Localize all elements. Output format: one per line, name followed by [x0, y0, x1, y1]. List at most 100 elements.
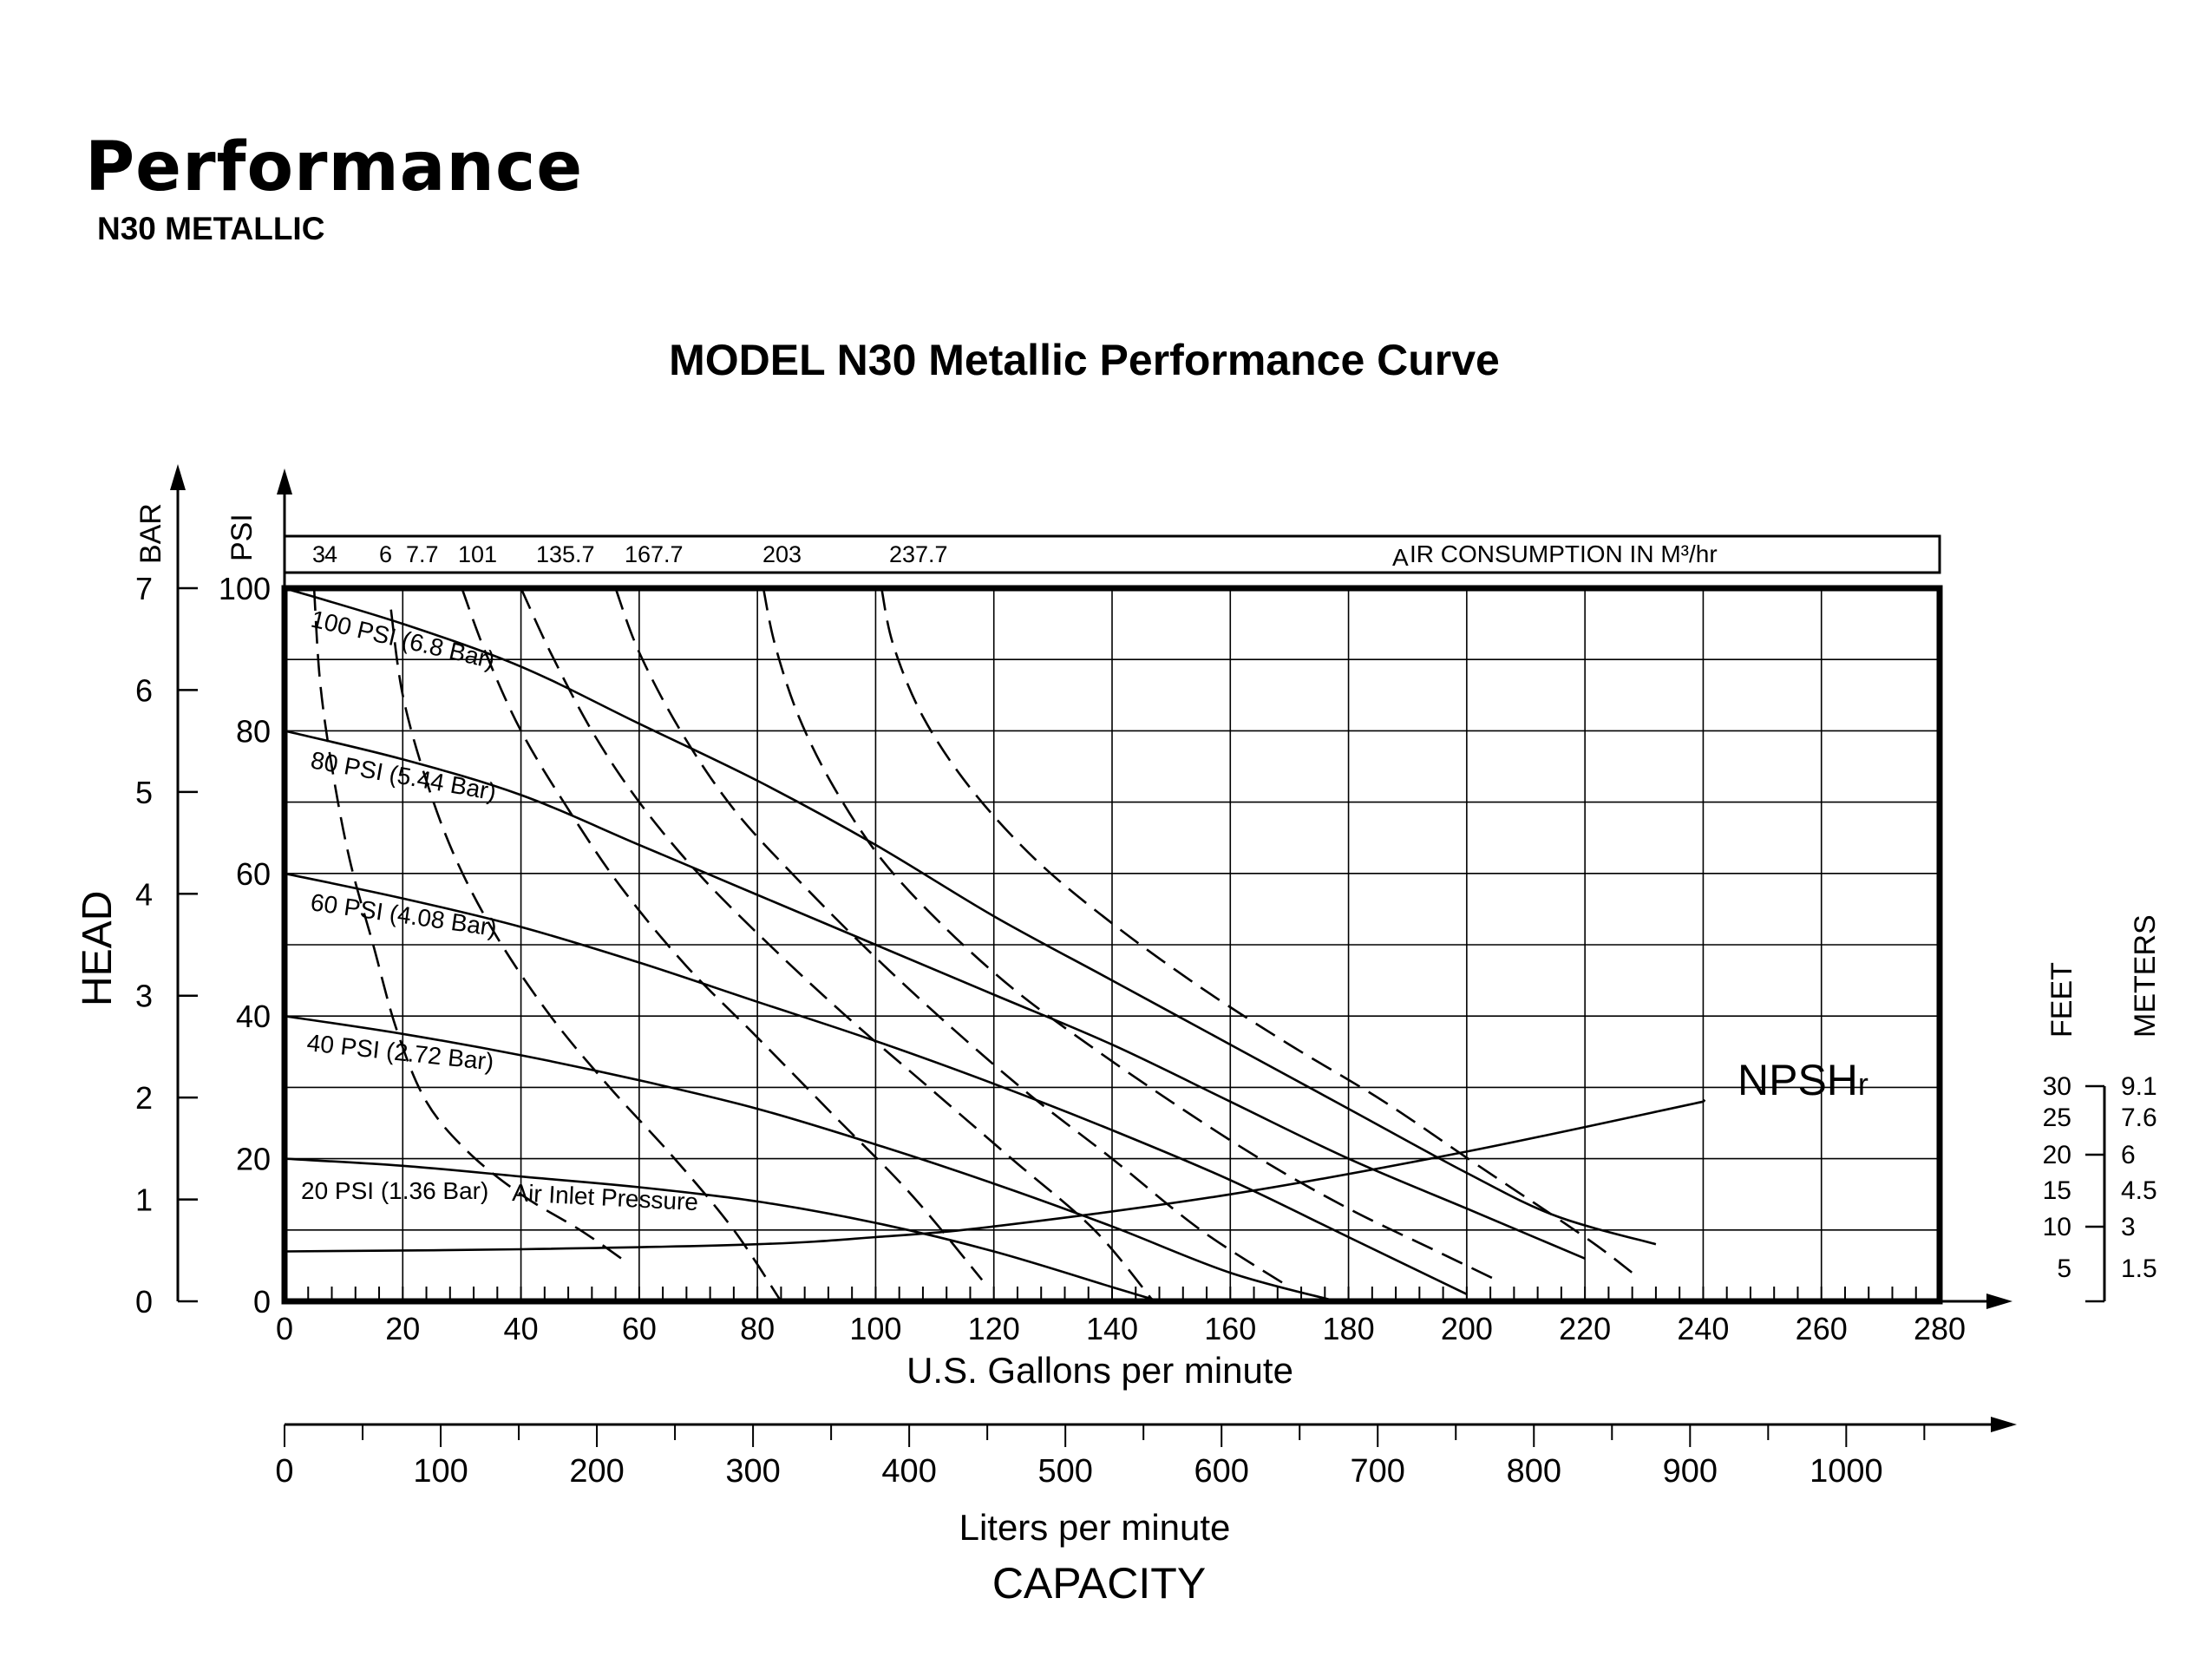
air-consumption-curve: [520, 587, 1155, 1302]
x-tick-label: 0: [276, 1311, 293, 1346]
x-tick-label: 60: [622, 1311, 657, 1346]
series-curve: [284, 730, 1586, 1260]
meters-tick-label: 3: [2121, 1213, 2136, 1241]
series-curve: [284, 1157, 1160, 1303]
liters-tick-label: 100: [413, 1453, 468, 1490]
liters-tick-label: 0: [275, 1453, 293, 1490]
air-consumption-curve: [614, 587, 1291, 1288]
x-tick-label: 220: [1559, 1311, 1611, 1346]
air-consumption-curve: [312, 587, 623, 1260]
series-label-20psi: 20 PSI (1.36 Bar): [301, 1177, 488, 1204]
feet-label: FEET: [2045, 962, 2078, 1038]
psi-axis-arrow: [277, 468, 292, 494]
psi-tick-label: 60: [236, 856, 271, 892]
chart-curves: [284, 586, 1706, 1303]
air-consumption-value: 4: [324, 541, 337, 567]
air-consumption-value: 3: [312, 541, 325, 567]
bar-tick-label: 5: [135, 775, 153, 810]
air-consumption-values: 34 6 7.7 101 135.7 167.7 203 237.7: [312, 541, 948, 567]
x-tick-label: 260: [1796, 1311, 1848, 1346]
psi-ticks: 0 20 40 60 80 100: [219, 571, 271, 1320]
bar-axis-arrow: [170, 464, 186, 490]
x-tick-label: 200: [1441, 1311, 1493, 1346]
bar-tick-label: 7: [135, 571, 153, 606]
air-consumption-curve: [389, 609, 782, 1302]
liters-tick-label: 300: [725, 1453, 780, 1490]
series-curve: [284, 1014, 1338, 1303]
meters-tick-label: 4.5: [2121, 1176, 2157, 1205]
psi-tick-label: 20: [236, 1142, 271, 1177]
x-axis-arrow: [1986, 1294, 2012, 1309]
x-tick-label: 120: [968, 1311, 1020, 1346]
x-tick-label: 280: [1914, 1311, 1966, 1346]
liters-tick-label: 700: [1351, 1453, 1405, 1490]
feet-tick-label: 5: [2057, 1254, 2071, 1283]
x-tick-label: 160: [1204, 1311, 1256, 1346]
liters-tick-label: 200: [569, 1453, 624, 1490]
liters-tick-label: 900: [1663, 1453, 1718, 1490]
feet-tick-label: 10: [2043, 1213, 2071, 1241]
air-consumption-value: 237.7: [889, 541, 948, 567]
x-axis-label: U.S. Gallons per minute: [906, 1350, 1293, 1391]
meters-label: METERS: [2129, 914, 2162, 1038]
liters-tick-label: 400: [881, 1453, 936, 1490]
page-title: Performance: [85, 128, 584, 206]
bar-tick-label: 0: [135, 1284, 153, 1320]
liters-axis-arrow: [1991, 1417, 2017, 1432]
air-inlet-annotation: Air Inlet Pressure: [512, 1179, 699, 1215]
psi-tick-label: 40: [236, 999, 271, 1034]
feet-tick-label: 15: [2043, 1176, 2071, 1205]
x-tick-label: 180: [1323, 1311, 1375, 1346]
psi-axis-label: PSI: [226, 514, 259, 561]
air-consumption-value: 203: [762, 541, 802, 567]
air-consumption-box: [283, 534, 1941, 574]
x-tick-label: 140: [1086, 1311, 1138, 1346]
air-consumption-initial: A: [1392, 544, 1409, 571]
series-label-60psi: 60 PSI (4.08 Bar): [309, 888, 499, 941]
x-tick-label: 40: [504, 1311, 539, 1346]
bar-axis-label: BAR: [134, 503, 167, 564]
liters-tick-label: 600: [1194, 1453, 1249, 1490]
meters-tick-label: 1.5: [2121, 1254, 2157, 1283]
feet-tick-label: 25: [2043, 1104, 2071, 1132]
bar-ticks: 0 1 2 3 4 5 6 7: [135, 571, 198, 1320]
bar-tick-label: 1: [135, 1182, 153, 1218]
npsh-label-sub: r: [1858, 1066, 1868, 1102]
head-label: HEAD: [75, 891, 121, 1006]
x-tick-label: 240: [1677, 1311, 1729, 1346]
page-subtitle: N30 METALLIC: [97, 211, 325, 246]
feet-tick-label: 20: [2043, 1141, 2071, 1169]
liters-tick-label: 500: [1037, 1453, 1092, 1490]
npsh-ticks: 30 9.1 25 7.6 20 6 15 4.5 10 3 5 1.5: [2043, 1072, 2157, 1303]
air-consumption-label: IR CONSUMPTION IN M³/hr: [1410, 540, 1718, 567]
x-minor-ticks: [307, 1287, 1917, 1301]
capacity-label: CAPACITY: [992, 1559, 1206, 1608]
air-consumption-value: 135.7: [536, 541, 595, 567]
air-consumption-curve: [461, 587, 984, 1281]
air-consumption-value: 6: [379, 541, 392, 567]
psi-tick-label: 100: [219, 571, 271, 606]
liters-axis-label: Liters per minute: [959, 1507, 1231, 1548]
bar-tick-label: 2: [135, 1080, 153, 1116]
npsh-label-main: NPSH: [1738, 1056, 1858, 1104]
meters-tick-label: 7.6: [2121, 1104, 2157, 1132]
air-consumption-value: 167.7: [625, 541, 684, 567]
x-tick-labels: 0 20 40 60 80 100 120 140 160 180 200 220 240 260 280: [276, 1311, 1966, 1346]
series-curve: [284, 872, 1468, 1295]
bar-tick-label: 6: [135, 672, 153, 708]
series-label-40psi: 40 PSI (2.72 Bar): [305, 1029, 494, 1075]
feet-tick-label: 30: [2043, 1072, 2071, 1101]
air-consumption-value: 7.7: [406, 541, 439, 567]
x-tick-label: 80: [740, 1311, 775, 1346]
x-tick-label: 100: [849, 1311, 901, 1346]
liters-ticks: 0 100 200 300 400 500 600 700 800 900 1000: [275, 1424, 1926, 1490]
npsh-label: NPSHr: [1738, 1056, 1868, 1104]
npsh-leader: [1702, 1098, 1706, 1103]
air-consumption-curve: [880, 587, 1633, 1274]
psi-tick-label: 0: [253, 1284, 271, 1320]
chart-title: MODEL N30 Metallic Performance Curve: [669, 336, 1500, 384]
liters-tick-label: 1000: [1810, 1453, 1883, 1490]
psi-tick-label: 80: [236, 713, 271, 749]
air-consumption-curve: [762, 587, 1497, 1281]
